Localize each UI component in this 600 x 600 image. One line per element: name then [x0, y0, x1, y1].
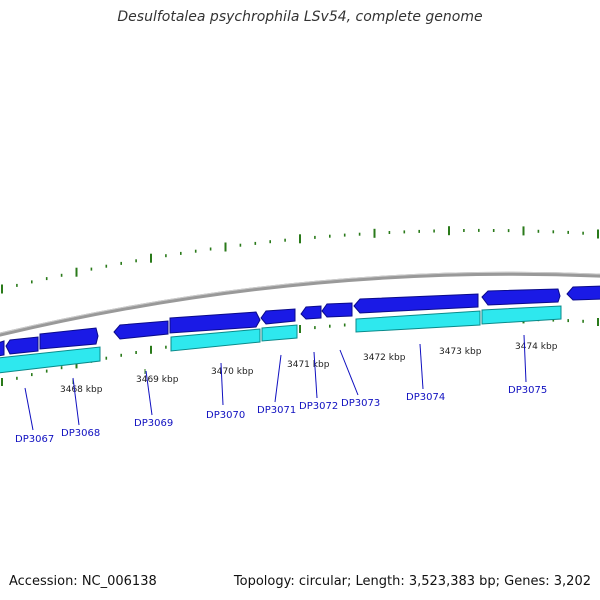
gene-labels: DP3067 DP3068 DP3069 DP3070 DP3071 DP307… [15, 385, 547, 445]
kbp-label: 3468 kbp [60, 385, 103, 395]
reverse-gene[interactable] [355, 310, 481, 333]
kbp-label: 3473 kbp [439, 347, 482, 357]
topology-label: Topology: circular; Length: 3,523,383 bp… [233, 574, 591, 589]
gene-label-dp3071[interactable]: DP3071 [257, 405, 296, 416]
gene-label-dp3072[interactable]: DP3072 [299, 401, 338, 412]
kbp-label: 3469 kbp [136, 375, 179, 385]
forward-gene[interactable] [5, 336, 39, 355]
gene-label-dp3074[interactable]: DP3074 [406, 392, 445, 403]
forward-gene[interactable] [481, 288, 561, 306]
gene-leaders [24, 334, 527, 431]
kbp-label: 3474 kbp [515, 342, 558, 352]
forward-gene[interactable] [169, 311, 261, 334]
forward-strand-genes [0, 285, 600, 357]
genome-backbone-highlight [0, 271, 600, 334]
reverse-gene[interactable] [170, 328, 261, 352]
reverse-gene[interactable] [0, 346, 101, 374]
genome-backbone [0, 271, 600, 337]
reverse-strand-genes [0, 305, 562, 374]
forward-gene[interactable] [113, 320, 169, 340]
forward-gene[interactable] [353, 293, 479, 314]
gene-label-dp3069[interactable]: DP3069 [134, 418, 173, 429]
gene-label-dp3067[interactable]: DP3067 [15, 434, 54, 445]
forward-gene[interactable] [0, 340, 5, 357]
gene-label-dp3068[interactable]: DP3068 [61, 428, 100, 439]
gene-label-dp3075[interactable]: DP3075 [508, 385, 547, 396]
kbp-label: 3471 kbp [287, 360, 330, 370]
forward-gene[interactable] [566, 285, 600, 301]
kbp-label: 3470 kbp [211, 367, 254, 377]
forward-gene[interactable] [260, 308, 296, 325]
forward-gene[interactable] [39, 327, 99, 350]
kbp-scale: 3468 kbp 3469 kbp 3470 kbp 3471 kbp 3472… [60, 342, 558, 395]
forward-gene[interactable] [300, 305, 322, 320]
reverse-gene[interactable] [481, 305, 562, 325]
accession-label: Accession: NC_006138 [9, 574, 157, 589]
kbp-label: 3472 kbp [363, 353, 406, 363]
outer-tick-track [1, 226, 599, 294]
gene-label-dp3073[interactable]: DP3073 [341, 398, 380, 409]
gene-label-dp3070[interactable]: DP3070 [206, 410, 245, 421]
reverse-gene[interactable] [261, 324, 298, 342]
forward-gene[interactable] [321, 302, 353, 318]
map-title: Desulfotalea psychrophila LSv54, complet… [117, 9, 483, 25]
